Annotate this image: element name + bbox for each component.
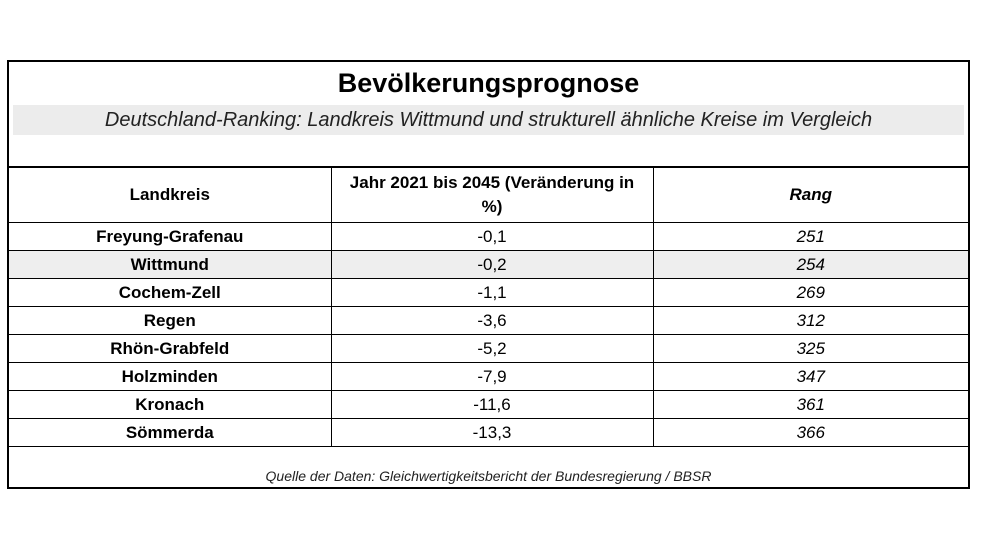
cell-change: -3,6 — [330, 306, 654, 335]
table-header-row: Landkreis Jahr 2021 bis 2045 (Veränderun… — [9, 166, 968, 223]
source-note: Quelle der Daten: Gleichwertigkeitsberic… — [265, 468, 712, 484]
table-row: Sömmerda -13,3 366 — [9, 418, 968, 447]
page-title: Bevölkerungsprognose — [337, 68, 640, 98]
ranking-table-frame: Bevölkerungsprognose Deutschland-Ranking… — [7, 60, 970, 489]
header-landkreis: Landkreis — [9, 166, 332, 223]
cell-rang: 347 — [652, 362, 968, 391]
table-row: Holzminden -7,9 347 — [9, 362, 968, 391]
cell-landkreis: Wittmund — [9, 250, 332, 279]
header-change: Jahr 2021 bis 2045 (Veränderung in %) — [330, 166, 654, 223]
cell-rang: 366 — [652, 418, 968, 447]
cell-landkreis: Holzminden — [9, 362, 332, 391]
cell-change: -0,1 — [330, 222, 654, 251]
cell-landkreis: Sömmerda — [9, 418, 332, 447]
header-change-label: Jahr 2021 bis 2045 (Veränderung in %) — [349, 173, 635, 216]
cell-landkreis: Rhön-Grabfeld — [9, 334, 332, 363]
table-row-highlighted: Wittmund -0,2 254 — [9, 250, 968, 279]
ranking-table: Landkreis Jahr 2021 bis 2045 (Veränderun… — [9, 166, 968, 447]
cell-change: -11,6 — [330, 390, 654, 419]
cell-rang: 254 — [652, 250, 968, 279]
cell-landkreis: Cochem-Zell — [9, 278, 332, 307]
cell-landkreis: Regen — [9, 306, 332, 335]
table-row: Freyung-Grafenau -0,1 251 — [9, 222, 968, 251]
cell-change: -7,9 — [330, 362, 654, 391]
page-subtitle: Deutschland-Ranking: Landkreis Wittmund … — [13, 105, 964, 135]
cell-landkreis: Kronach — [9, 390, 332, 419]
table-row: Cochem-Zell -1,1 269 — [9, 278, 968, 307]
cell-change: -5,2 — [330, 334, 654, 363]
header-rang: Rang — [652, 166, 968, 223]
cell-rang: 325 — [652, 334, 968, 363]
cell-change: -1,1 — [330, 278, 654, 307]
cell-rang: 269 — [652, 278, 968, 307]
cell-change: -13,3 — [330, 418, 654, 447]
table-row: Rhön-Grabfeld -5,2 325 — [9, 334, 968, 363]
cell-rang: 312 — [652, 306, 968, 335]
cell-rang: 251 — [652, 222, 968, 251]
table-row: Kronach -11,6 361 — [9, 390, 968, 419]
cell-landkreis: Freyung-Grafenau — [9, 222, 332, 251]
cell-rang: 361 — [652, 390, 968, 419]
table-row: Regen -3,6 312 — [9, 306, 968, 335]
cell-change: -0,2 — [330, 250, 654, 279]
